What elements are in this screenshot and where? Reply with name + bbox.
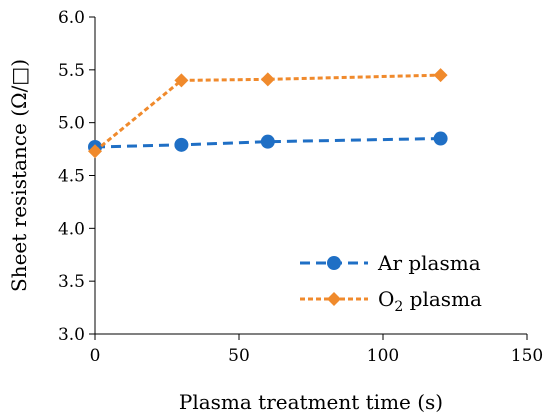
data-point-series-0: [433, 131, 448, 146]
legend-label-1: O2 plasma: [378, 287, 482, 315]
legend-marker-1: [327, 292, 341, 306]
legend-label-0: Ar plasma: [377, 251, 481, 275]
series-line-1: [94, 73, 441, 153]
y-tick-label: 3.5: [58, 272, 85, 292]
y-tick-label: 4.5: [58, 167, 85, 187]
data-point-series-1: [88, 144, 102, 159]
data-point-series-0: [260, 134, 275, 149]
y-tick-label: 4.0: [58, 219, 85, 239]
y-tick-label: 5.0: [58, 114, 85, 134]
x-tick-label: 100: [367, 346, 399, 366]
data-point-series-0: [174, 137, 189, 152]
data-point-series-1: [260, 72, 275, 87]
x-axis-title: Plasma treatment time (s): [179, 390, 443, 414]
y-axis-title: Sheet resistance (Ω/□): [7, 59, 31, 292]
x-tick-label: 50: [228, 346, 250, 366]
x-tick-label: 150: [511, 346, 543, 366]
y-tick-label: 3.0: [58, 325, 85, 345]
x-tick-label: 0: [90, 346, 101, 366]
data-point-series-1: [174, 73, 189, 88]
y-tick-label: 6.0: [58, 8, 85, 28]
data-point-series-1: [433, 68, 448, 83]
legend-marker-0: [327, 256, 341, 270]
series-line-0: [94, 137, 441, 149]
y-tick-label: 5.5: [58, 61, 85, 81]
